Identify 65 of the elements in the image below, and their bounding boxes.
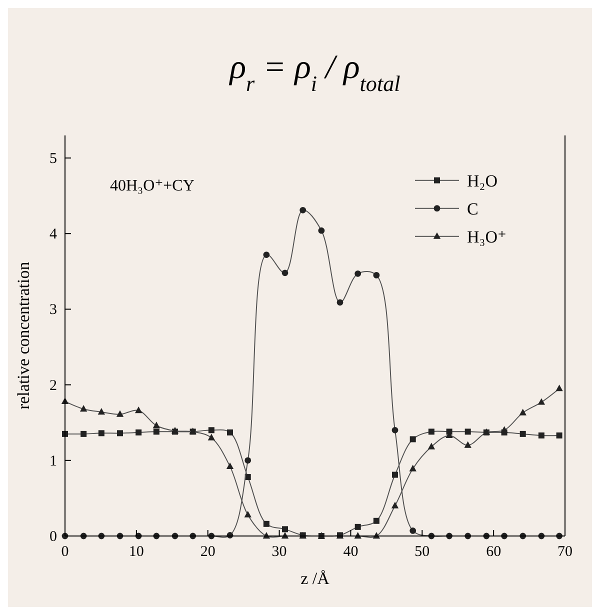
y-tick-label: 4 <box>50 226 58 243</box>
point <box>409 464 416 472</box>
point <box>392 426 398 434</box>
point <box>117 430 123 436</box>
y-tick-label: 0 <box>50 529 57 545</box>
point <box>391 502 399 508</box>
point <box>519 408 526 416</box>
point <box>318 227 325 234</box>
chart-title: ρ$_{r}$ = ρ$_{i}$ / ρ$_{total}$ <box>228 49 400 96</box>
x-tick-label: 20 <box>200 544 216 560</box>
point <box>500 426 508 433</box>
point <box>373 272 380 278</box>
point <box>208 434 216 440</box>
point <box>464 441 472 448</box>
point <box>263 520 270 527</box>
point <box>520 430 526 437</box>
point <box>227 429 233 436</box>
legend-label: C <box>467 199 478 218</box>
point <box>136 429 142 436</box>
legend-label: H₂O <box>467 171 498 190</box>
point <box>98 408 106 415</box>
point <box>244 457 252 464</box>
point <box>226 462 234 470</box>
x-tick-label: 70 <box>558 544 572 560</box>
x-tick-label: 60 <box>486 544 502 560</box>
point <box>300 206 306 214</box>
x-tick-label: 10 <box>128 544 144 560</box>
point <box>556 432 562 438</box>
point <box>538 398 546 405</box>
point <box>80 404 88 412</box>
point <box>428 442 436 450</box>
point <box>336 299 344 306</box>
y-tick-label: 1 <box>50 453 57 470</box>
point <box>428 428 434 435</box>
point <box>263 252 270 258</box>
point <box>373 518 380 524</box>
point <box>152 422 160 428</box>
point <box>282 526 288 532</box>
point <box>80 430 87 437</box>
x-tick-label: 30 <box>272 544 287 560</box>
point <box>464 428 471 435</box>
point <box>116 410 124 417</box>
point <box>410 528 416 534</box>
point <box>556 384 563 392</box>
y-tick-label: 5 <box>50 151 57 167</box>
point <box>354 270 362 277</box>
point <box>410 436 416 442</box>
legend-label: H₃O⁺ <box>467 227 506 246</box>
point <box>134 406 142 414</box>
x-tick-label: 40 <box>343 544 358 560</box>
point <box>98 430 104 436</box>
x-tick-label: 0 <box>61 544 69 560</box>
point <box>282 270 288 276</box>
y-axis-title: relative concentration <box>14 261 33 410</box>
point <box>208 427 214 434</box>
annotation: 40H₃O⁺+CY <box>110 177 195 194</box>
x-axis-title: z /Å <box>300 569 330 588</box>
x-tick-label: 50 <box>414 544 430 560</box>
point <box>538 432 544 438</box>
point <box>354 524 361 530</box>
y-tick-label: 2 <box>50 378 57 394</box>
y-tick-label: 3 <box>50 302 57 318</box>
point <box>392 472 398 478</box>
point <box>153 428 160 435</box>
point <box>244 510 252 518</box>
